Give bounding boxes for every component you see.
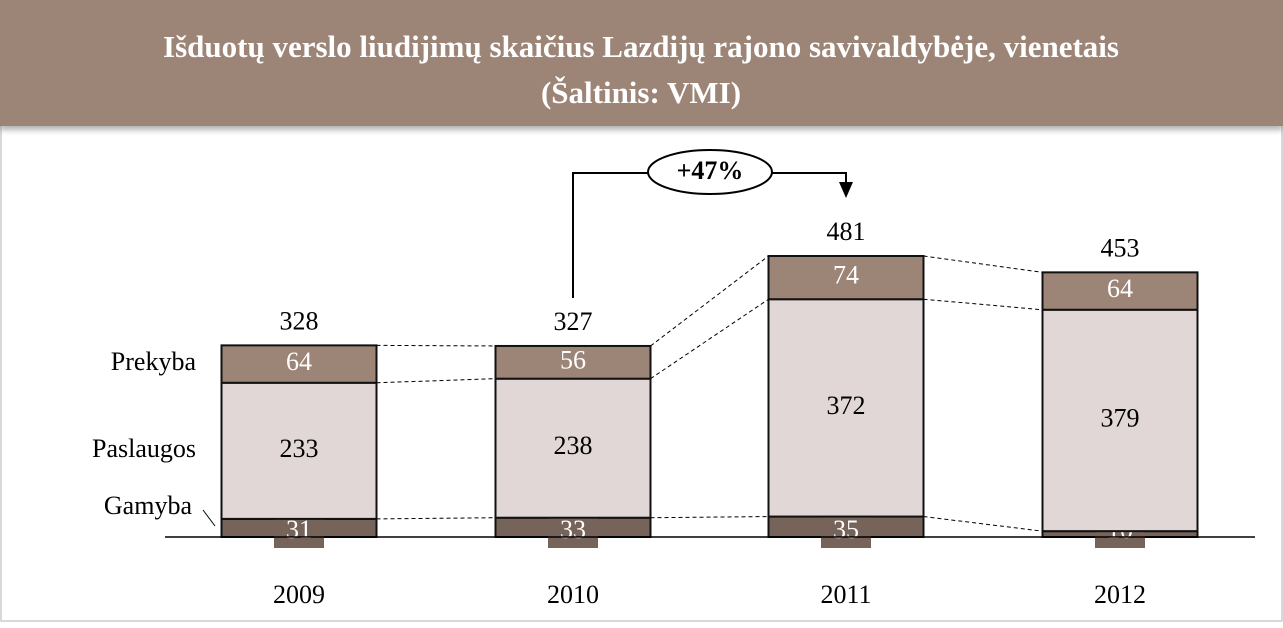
connector: [650, 255, 769, 347]
bar-segment: [494, 377, 652, 519]
arrow-head: [839, 182, 853, 198]
legend-label: Prekyba: [111, 347, 197, 376]
bar-segment: [1041, 271, 1199, 311]
data-label: 233: [280, 434, 319, 463]
x-tick-label: 2012: [1094, 580, 1146, 609]
legend-label: Gamyba: [104, 491, 193, 520]
data-label: 35: [833, 515, 859, 544]
total-label: 328: [280, 306, 319, 335]
connector: [650, 516, 769, 519]
title-band: [0, 0, 1283, 126]
legend-label: Paslaugos: [92, 434, 196, 463]
connector: [923, 516, 1043, 532]
data-label: 379: [1101, 403, 1140, 432]
chart-title: Išduotų verslo liudijimų skaičius Lazdij…: [163, 29, 1119, 64]
x-tick-label: 2011: [820, 580, 871, 609]
annotation-bubble: [647, 149, 773, 195]
connector: [923, 298, 1043, 311]
chart-subtitle: (Šaltinis: VMI): [541, 75, 741, 110]
bar-segment: [220, 381, 378, 520]
annotation: +47%: [677, 156, 744, 185]
label-box: [548, 515, 598, 548]
data-label: 56: [560, 345, 586, 374]
connector: [376, 344, 496, 347]
data-label: 238: [554, 431, 593, 460]
bar-segment: [494, 344, 652, 380]
bar-segment: [220, 344, 378, 384]
data-label: 64: [286, 347, 312, 376]
data-label: 372: [827, 391, 866, 420]
bar-segment: [1041, 308, 1199, 533]
label-box: [274, 515, 324, 548]
data-label: 64: [1107, 274, 1133, 303]
total-label: 481: [827, 217, 866, 246]
data-label: 74: [833, 261, 859, 290]
connector: [923, 255, 1043, 273]
x-tick-label: 2009: [273, 580, 325, 609]
bar-segment: [767, 255, 925, 301]
legend-leader: [202, 509, 216, 527]
total-label: 327: [554, 307, 593, 336]
total-label: 453: [1101, 233, 1140, 262]
x-tick-label: 2010: [547, 580, 599, 609]
connector: [376, 517, 496, 520]
data-label: 33: [560, 515, 586, 544]
label-box: [821, 515, 871, 548]
connector: [650, 298, 769, 380]
connector: [376, 378, 496, 384]
